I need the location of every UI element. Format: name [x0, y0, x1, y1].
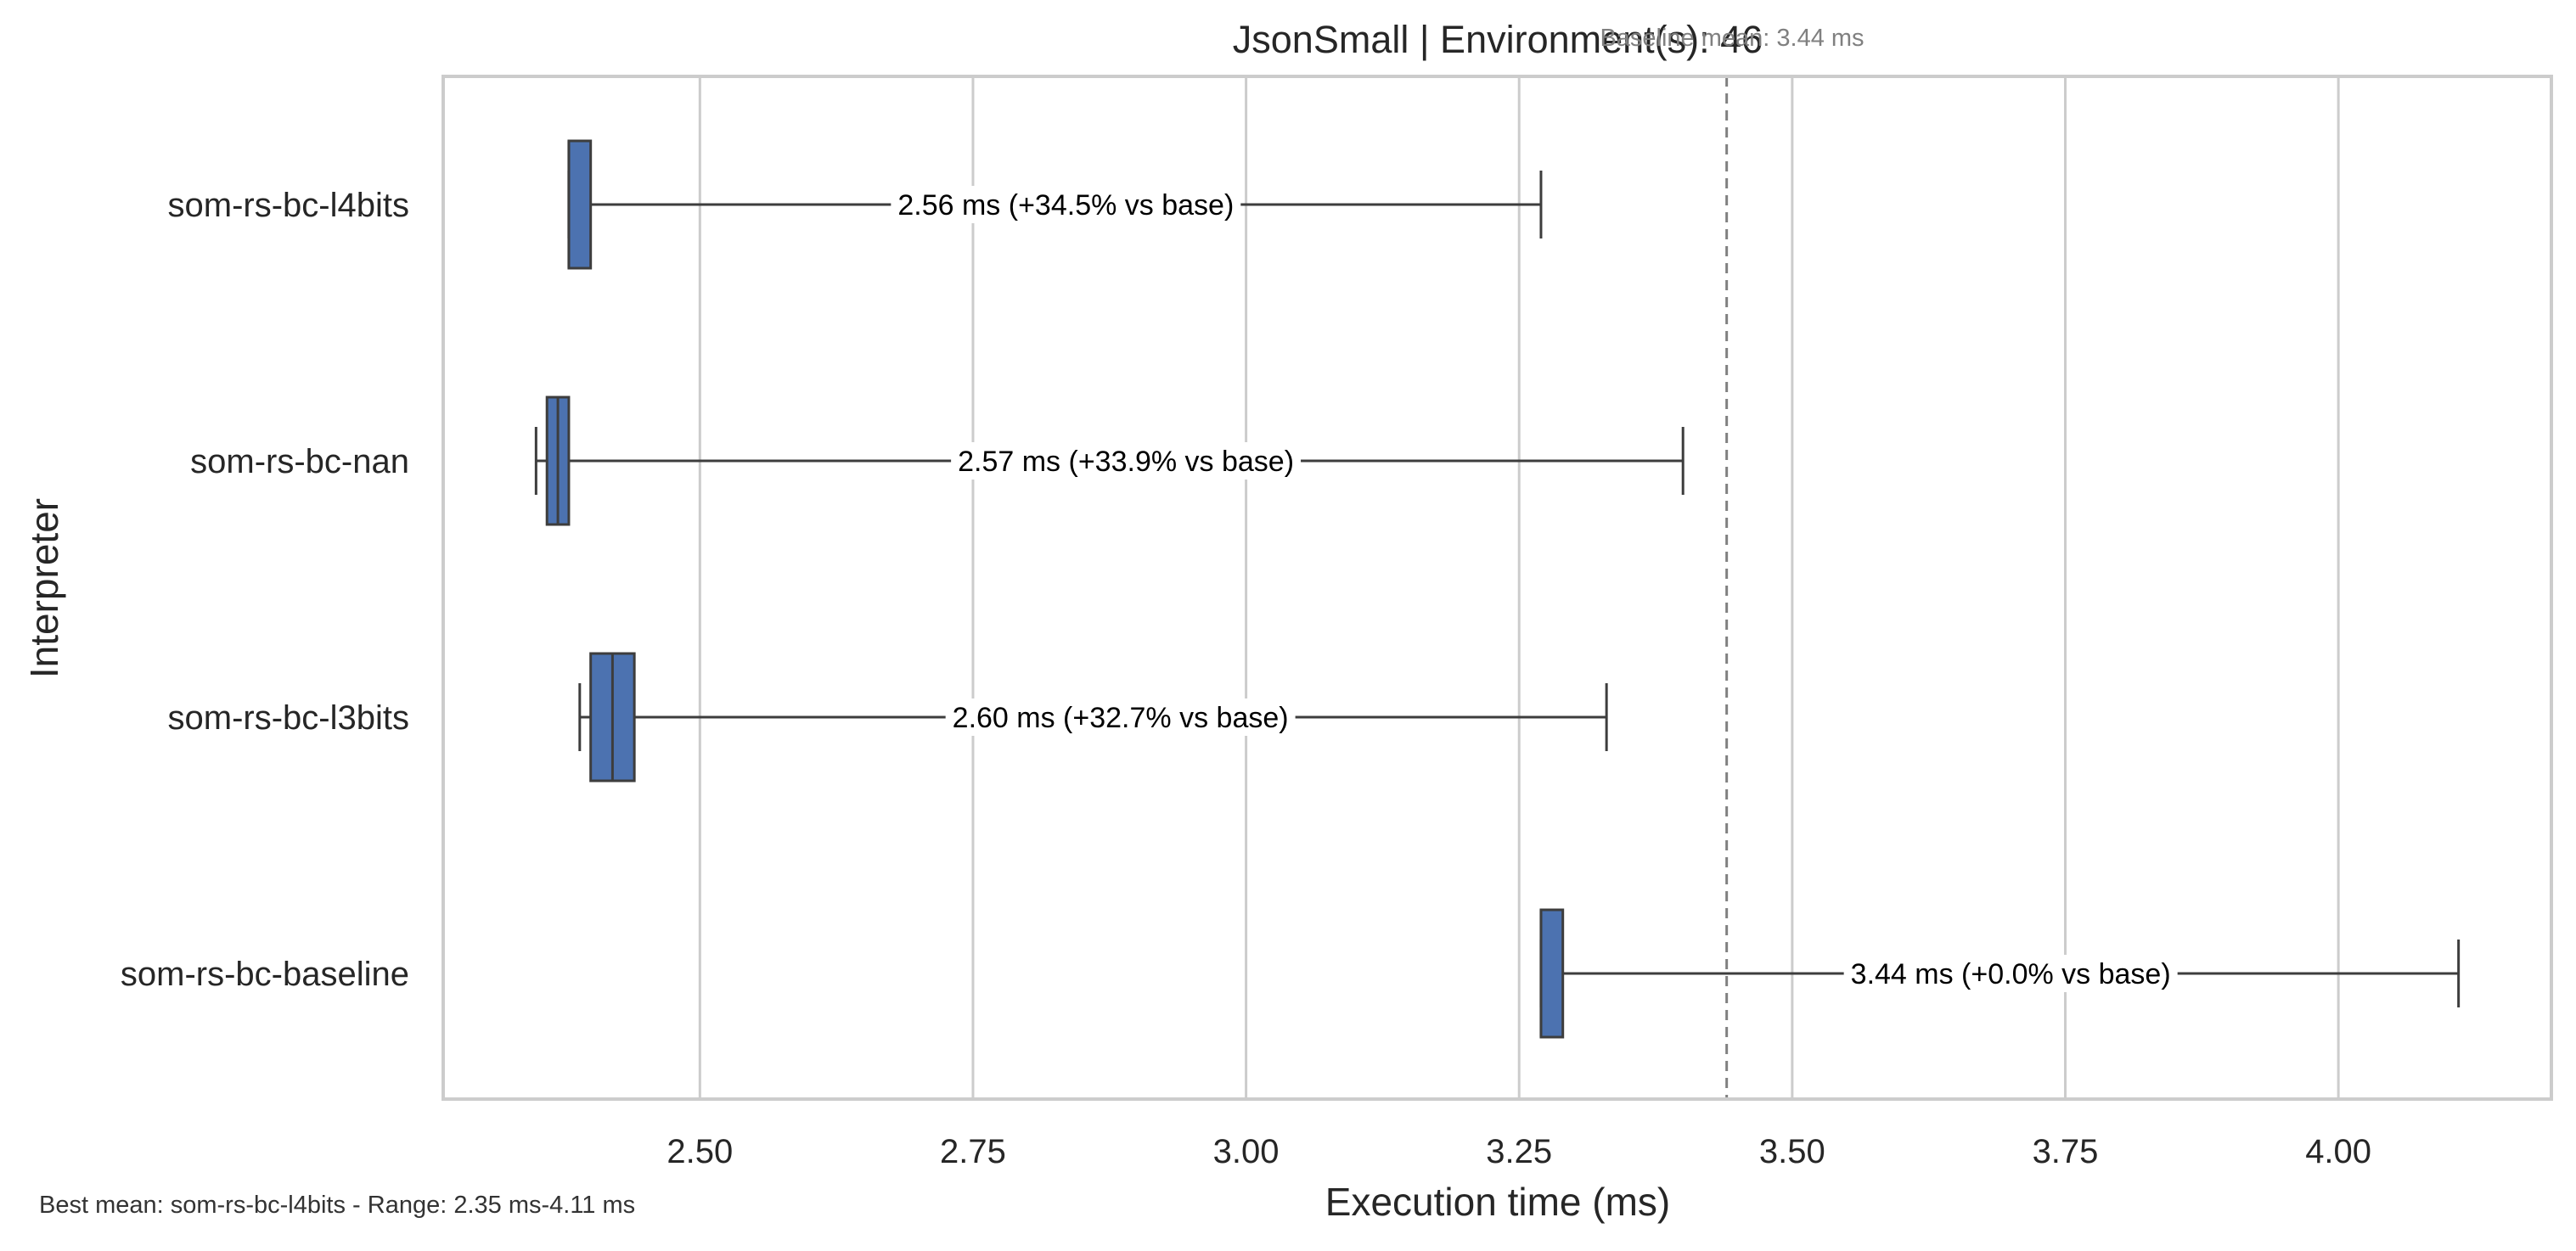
plot-frame — [442, 75, 2553, 1101]
mean-label-background — [891, 186, 1241, 223]
chart-title: JsonSmall | Environment(s): 46 — [1233, 18, 1763, 61]
mean-label-som-rs-bc-nan: 2.57 ms (+33.9% vs base) — [951, 442, 1302, 480]
mean-label-background — [951, 442, 1302, 480]
y-tick-label: som-rs-bc-baseline — [121, 956, 409, 993]
mean-label-som-rs-bc-l4bits: 2.56 ms (+34.5% vs base) — [891, 186, 1241, 223]
mean-label: 3.44 ms (+0.0% vs base) — [1851, 958, 2171, 990]
footnote: Best mean: som-rs-bc-l4bits - Range: 2.3… — [39, 1192, 636, 1219]
iqr-box — [567, 139, 593, 270]
x-tick-label: 3.50 — [1759, 1133, 1825, 1170]
boxes — [534, 139, 2461, 1039]
baseline-reference: Baseline mean: 3.44 ms — [1600, 25, 1865, 1099]
x-tick-label: 2.75 — [940, 1133, 1006, 1170]
x-tick-label: 4.00 — [2305, 1133, 2371, 1170]
x-tick-label: 3.25 — [1486, 1133, 1552, 1170]
x-tick-label: 3.75 — [2033, 1133, 2099, 1170]
y-tick-label: som-rs-bc-l3bits — [168, 699, 409, 737]
x-tick-label: 3.00 — [1213, 1133, 1280, 1170]
y-axis-label: Interpreter — [22, 498, 66, 678]
iqr-box — [1539, 908, 1565, 1039]
x-tick-label: 2.50 — [666, 1133, 733, 1170]
mean-label: 2.60 ms (+32.7% vs base) — [953, 702, 1289, 734]
x-tick-labels: 2.50 2.75 3.00 3.25 3.50 3.75 4.00 — [666, 1133, 2371, 1170]
mean-label-background — [1843, 955, 2178, 992]
y-tick-label: som-rs-bc-nan — [190, 443, 409, 480]
mean-label-som-rs-bc-l3bits: 2.60 ms (+32.7% vs base) — [945, 698, 1296, 736]
mean-label: 2.57 ms (+33.9% vs base) — [958, 446, 1294, 478]
y-tick-label: som-rs-bc-l4bits — [168, 187, 409, 224]
mean-labels: 2.56 ms (+34.5% vs base) 2.57 ms (+33.9% … — [891, 186, 2178, 992]
baseline-mean-label: Baseline mean: 3.44 ms — [1600, 25, 1864, 52]
y-tick-labels: som-rs-bc-l4bits som-rs-bc-nan som-rs-bc-l… — [121, 187, 409, 993]
x-axis-label: Execution time (ms) — [1325, 1180, 1670, 1224]
mean-label: 2.56 ms (+34.5% vs base) — [897, 189, 1234, 222]
grid-lines — [698, 76, 2340, 1099]
mean-label-background — [945, 698, 1296, 736]
mean-label-som-rs-bc-baseline: 3.44 ms (+0.0% vs base) — [1843, 955, 2178, 992]
